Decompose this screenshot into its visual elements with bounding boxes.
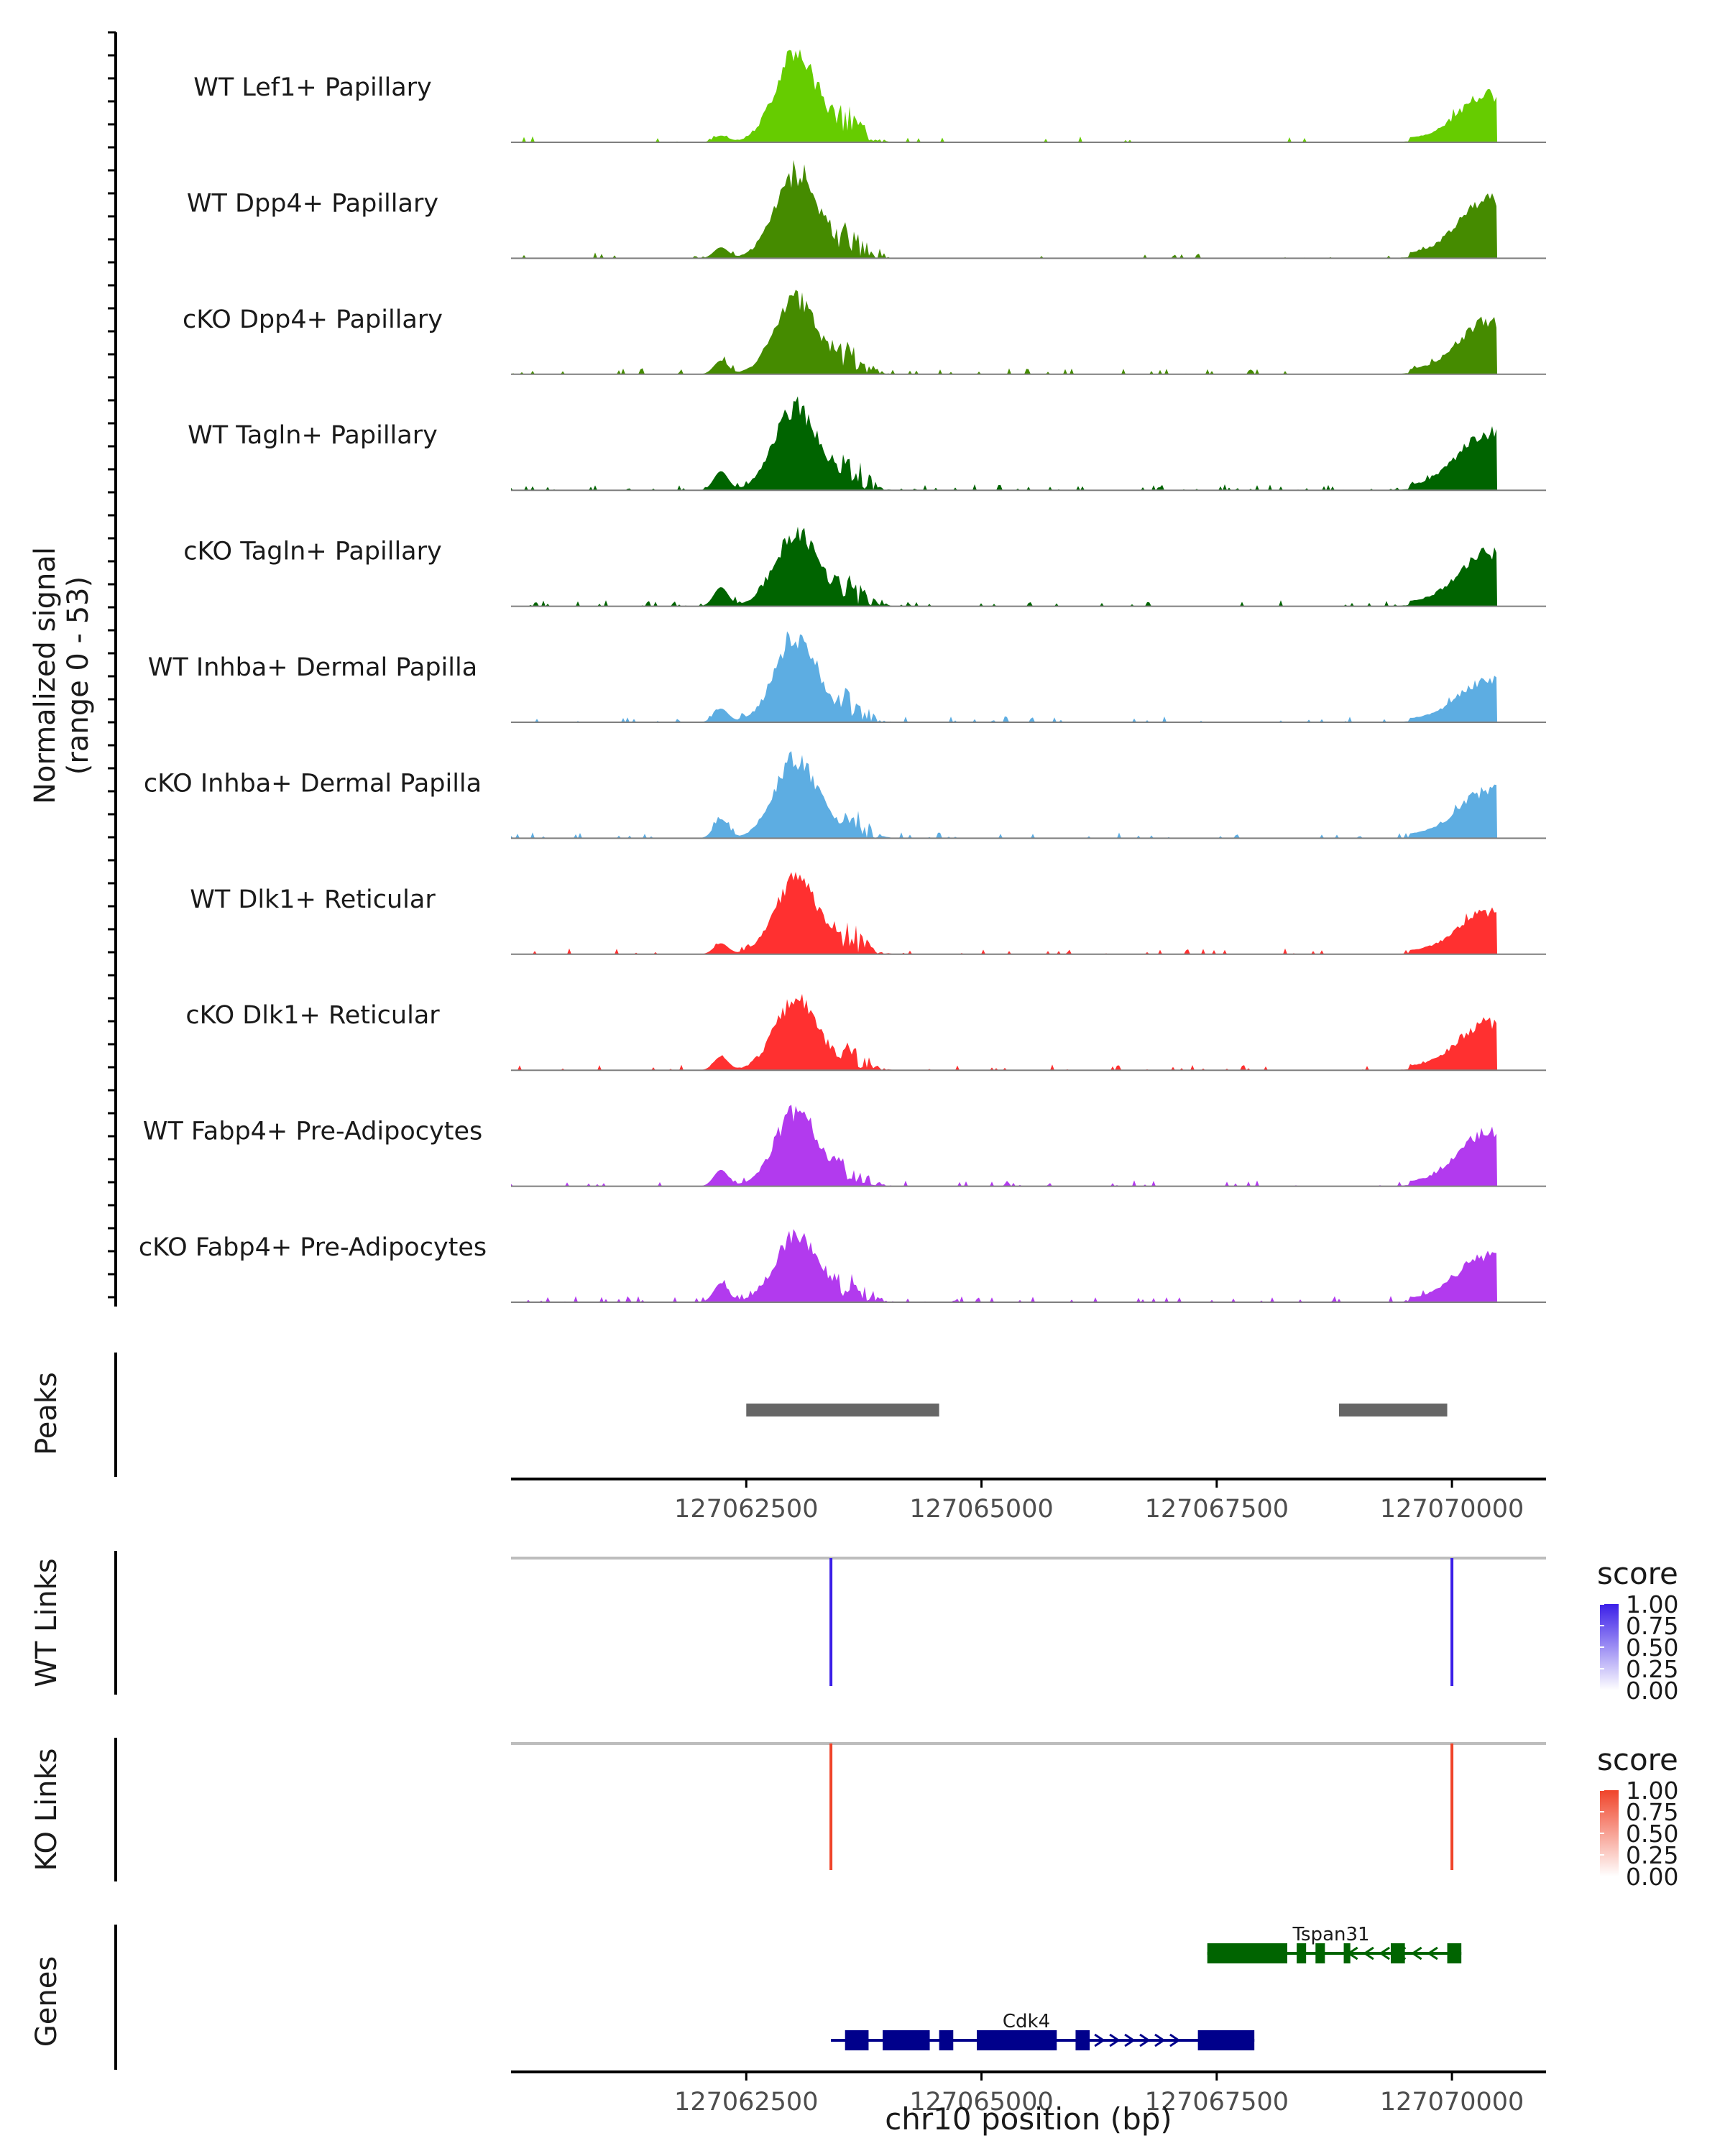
gene-exon (1197, 2030, 1255, 2050)
gene-exon (1447, 1943, 1462, 1963)
legend-value: 0.25 (1626, 1841, 1678, 1869)
coverage-area (511, 872, 1497, 954)
strand-arrow (1124, 2033, 1136, 2047)
gene-exon (939, 2030, 954, 2050)
coverage-area (511, 160, 1497, 259)
track-label: WT Inhba+ Dermal Papilla (148, 653, 477, 682)
strand-arrow (1410, 1946, 1422, 1961)
x-axis-tick-label: 127070000 (1380, 1495, 1524, 1524)
legend-value: 1.00 (1626, 1777, 1678, 1805)
strand-arrow (1379, 1946, 1390, 1961)
peak-bar (1339, 1404, 1448, 1416)
strand-arrow (1169, 2033, 1181, 2047)
genes-track-label: Genes (30, 1956, 63, 2047)
track-label: WT Lef1+ Papillary (193, 73, 432, 102)
strand-arrow (1139, 2033, 1151, 2047)
wt-legend-title: score (1597, 1556, 1678, 1591)
strand-arrow (1154, 2033, 1166, 2047)
track-label: cKO Dpp4+ Papillary (183, 305, 443, 334)
legend-value: 0.75 (1626, 1798, 1678, 1826)
track-label: WT Dpp4+ Papillary (187, 189, 438, 218)
track-label: WT Dlk1+ Reticular (190, 885, 436, 914)
track-label: cKO Dlk1+ Reticular (185, 1001, 440, 1030)
ko-links-track-label: KO Links (30, 1749, 63, 1871)
strand-arrow (1363, 1946, 1374, 1961)
coverage-area (511, 751, 1497, 839)
coverage-area (511, 396, 1497, 491)
gene-exon (845, 2030, 869, 2050)
coverage-area (511, 1229, 1497, 1302)
peak-bar (746, 1404, 939, 1416)
gene-exon (1075, 2030, 1090, 2050)
gene-exon (1315, 1943, 1325, 1963)
x-axis-tick-label: 127062500 (674, 2088, 818, 2116)
peaks-track-label: Peaks (30, 1372, 63, 1455)
peaks-track (746, 1404, 1448, 1416)
coverage-area (511, 1105, 1497, 1187)
strand-arrow (1394, 1946, 1407, 1961)
legend-value: 1.00 (1626, 1590, 1678, 1618)
coverage-area (511, 49, 1497, 142)
gene-exon (883, 2030, 930, 2050)
legend-value: 0.00 (1626, 1677, 1678, 1705)
x-axis-tick-label: 127067500 (1145, 1495, 1289, 1524)
y-axis-title-line1: Normalized signal (29, 547, 62, 804)
genes-track: Tspan31 Cdk4 (831, 1924, 1462, 2050)
gene-name: Tspan31 (1292, 1924, 1369, 1945)
legend-value: 0.00 (1626, 1863, 1678, 1891)
wt-links-legend: score 1.000.750.500.250.00 (1597, 1556, 1678, 1705)
ko-legend-title: score (1597, 1742, 1678, 1777)
coverage-area (511, 290, 1497, 374)
strand-arrow (1346, 1946, 1358, 1961)
gene-name: Cdk4 (1003, 2011, 1050, 2032)
track-label: WT Fabp4+ Pre-Adipocytes (143, 1118, 482, 1146)
ko-links-track (829, 1743, 1454, 1870)
legend-value: 0.25 (1626, 1655, 1678, 1683)
coverage-area (511, 994, 1497, 1071)
legend-value: 0.75 (1626, 1612, 1678, 1640)
strand-arrow (1109, 2033, 1121, 2047)
coverage-area (511, 631, 1497, 722)
wt-links-track (829, 1558, 1454, 1686)
gene-exon (1207, 1943, 1287, 1963)
strand-arrow (1427, 1946, 1438, 1961)
gene-exon (977, 2030, 1057, 2050)
strand-arrow (1094, 2033, 1105, 2047)
track-label: cKO Tagln+ Papillary (183, 538, 442, 566)
x-axis-tick-label: 127065000 (909, 1495, 1053, 1524)
legend-value: 0.50 (1626, 1820, 1678, 1848)
track-label: cKO Inhba+ Dermal Papilla (144, 769, 482, 798)
coverage-y-axis-ticks (108, 31, 116, 1299)
x-axis-tick-label: 127070000 (1380, 2088, 1524, 2116)
x-axis-bottom: 127062500 127065000 127067500 127070000 (674, 2072, 1524, 2116)
gene-exon (1297, 1943, 1307, 1963)
track-label: WT Tagln+ Papillary (188, 421, 438, 450)
x-axis-tick-label: 127062500 (674, 1495, 818, 1524)
x-axis-tick-label: 127065000 (909, 2088, 1053, 2116)
x-axis-top: 127062500 127065000 127067500 127070000 (674, 1479, 1524, 1524)
y-axis-title-line2: (range 0 - 53) (62, 576, 95, 775)
coverage-area (511, 526, 1497, 607)
coverage-tracks: WT Lef1+ Papillary WT Dpp4+ Papillary cKO … (139, 49, 1546, 1303)
ko-links-legend: score 1.000.750.500.250.00 (1597, 1742, 1678, 1891)
x-axis-title: chr10 position (bp) (885, 2101, 1172, 2137)
x-axis-tick-label: 127067500 (1145, 2088, 1289, 2116)
track-label: cKO Fabp4+ Pre-Adipocytes (139, 1233, 487, 1262)
wt-links-track-label: WT Links (30, 1558, 63, 1687)
legend-value: 0.50 (1626, 1634, 1678, 1662)
